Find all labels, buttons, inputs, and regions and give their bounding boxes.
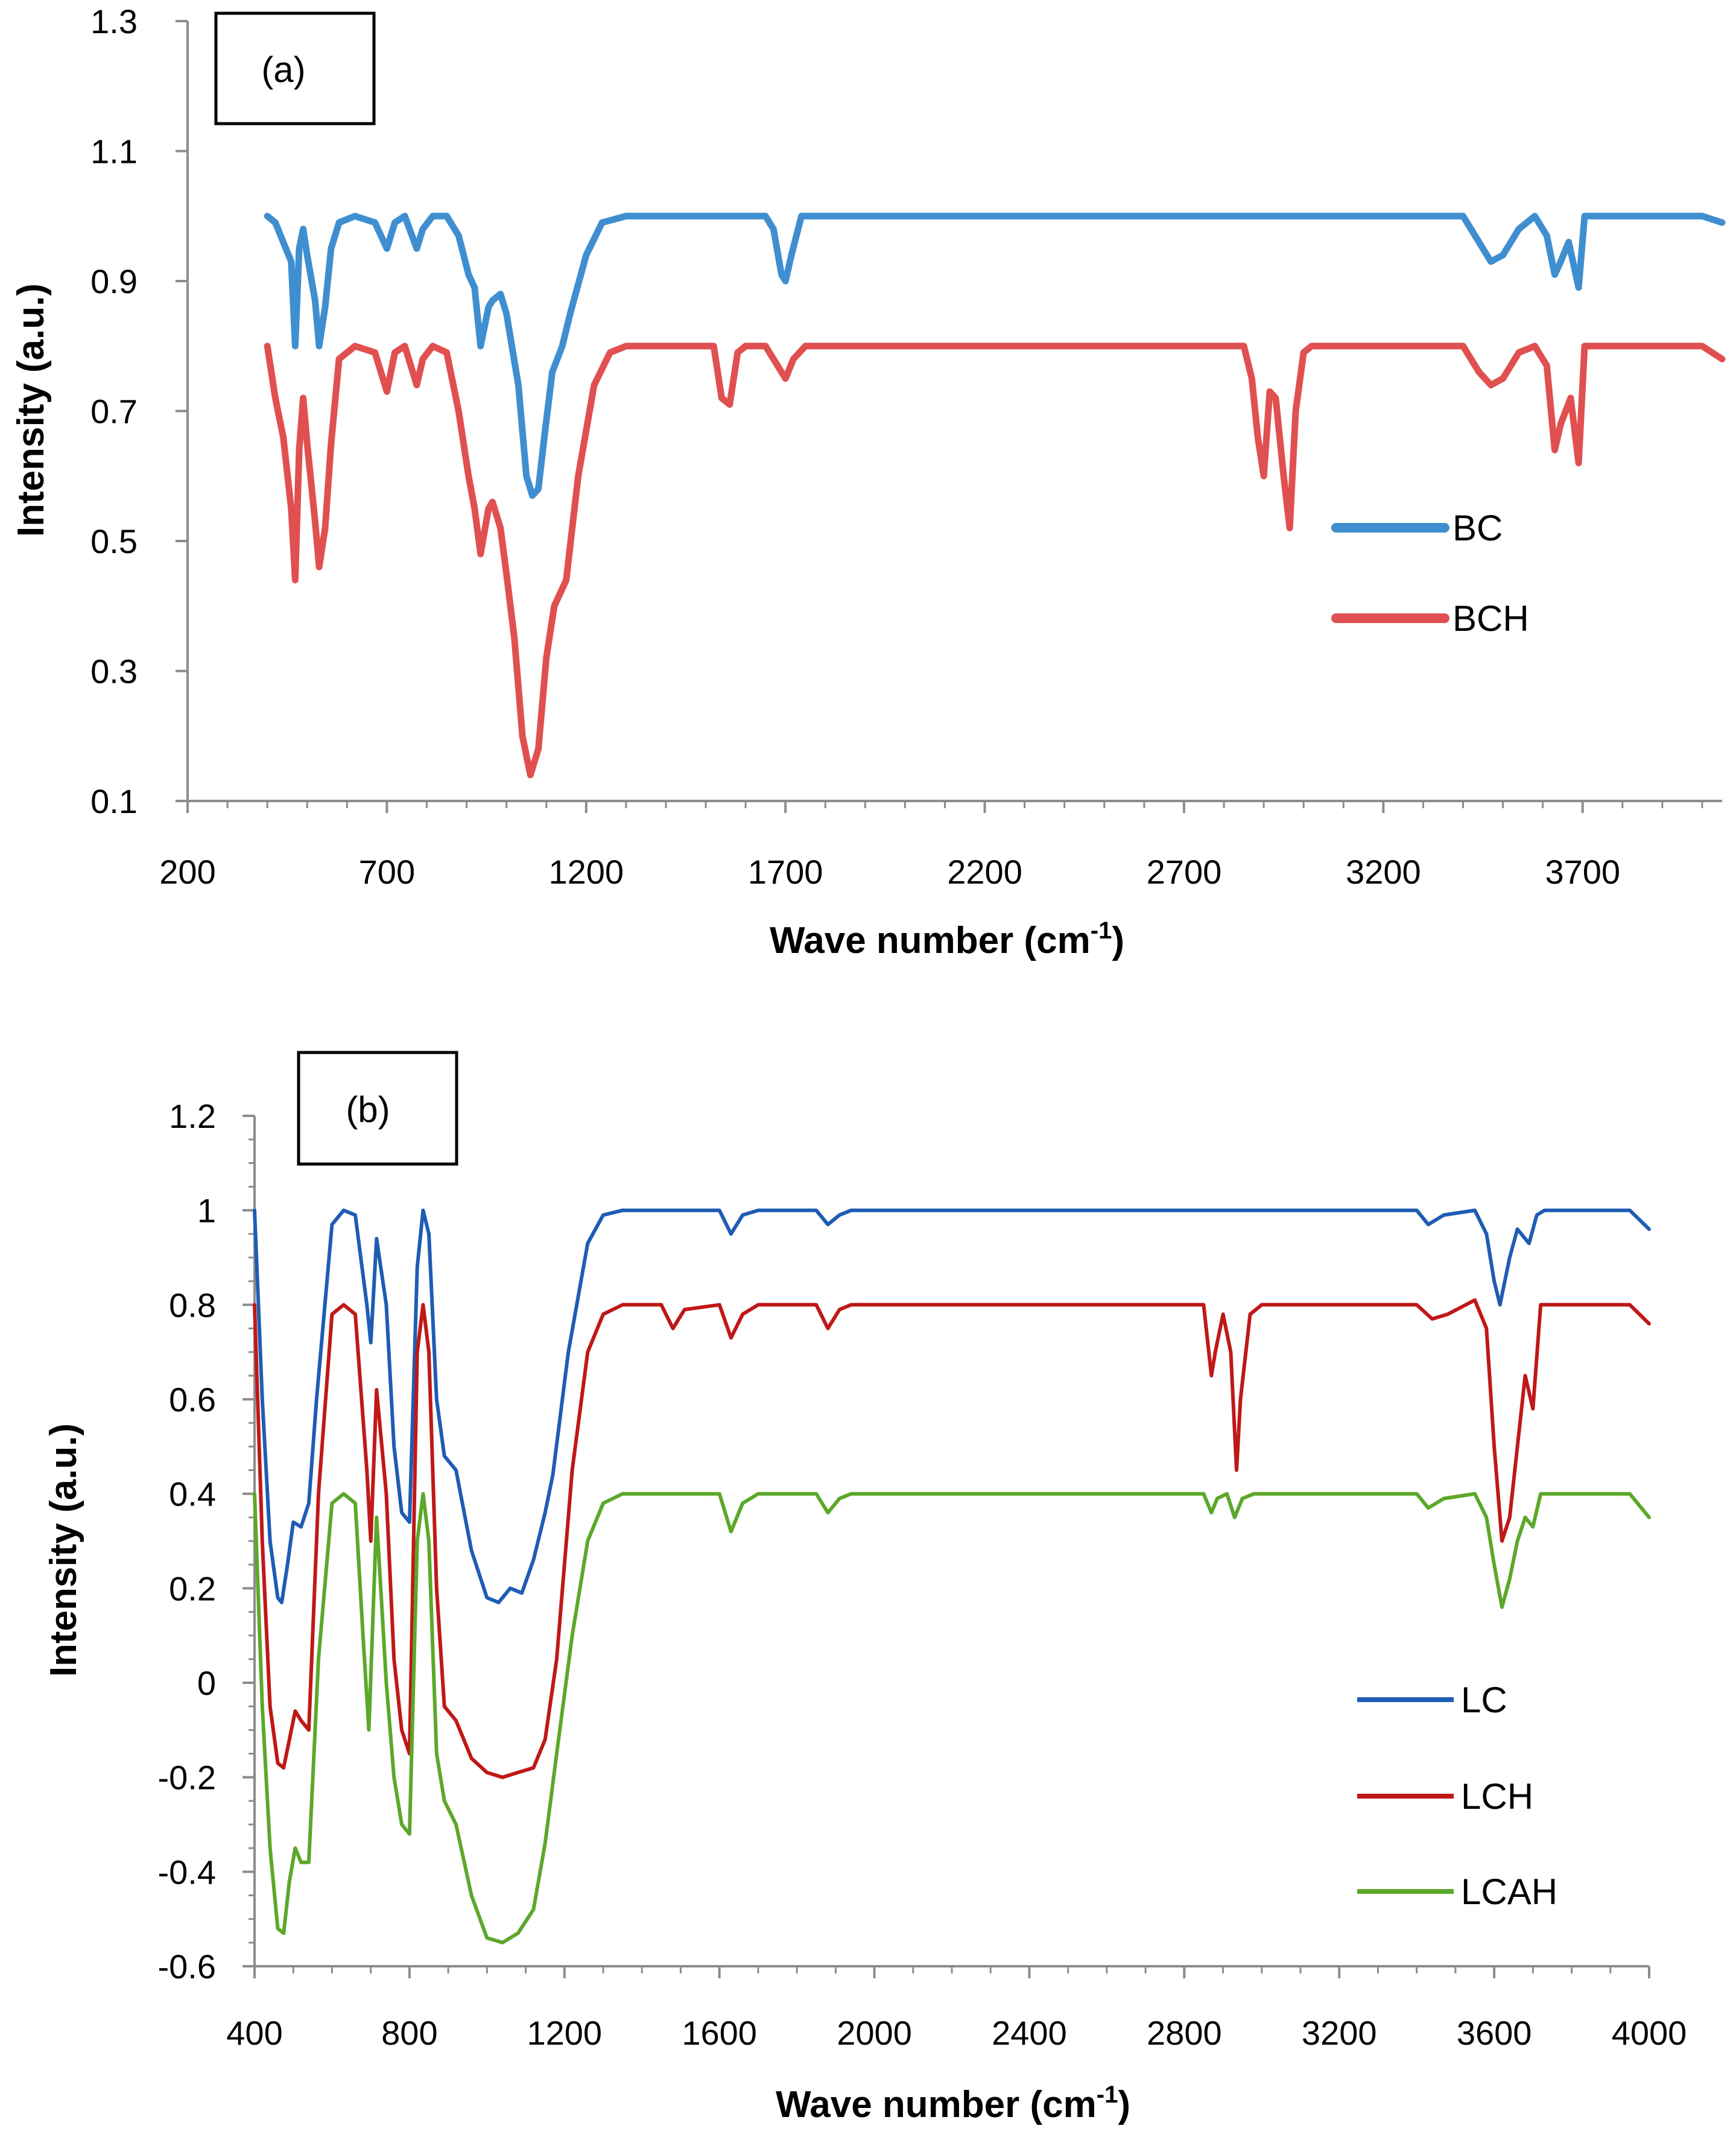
x-tick-label: 3200: [1346, 853, 1421, 891]
panel-label-box-b: [297, 1051, 458, 1166]
series-line-bch: [264, 343, 1726, 779]
y-tick-label: 0.1: [90, 782, 138, 820]
y-tick-labels-b: -0.6 -0.4 -0.2 0 0.2 0.4 0.6 0.8 1 1.2: [158, 1097, 217, 1986]
y-tick-label: -0.2: [158, 1759, 217, 1797]
ticks-a: [176, 20, 1703, 813]
y-tick-label: -0.4: [158, 1853, 217, 1891]
y-tick-label: 1: [197, 1192, 216, 1230]
legend-label-bch: BCH: [1452, 598, 1529, 639]
x-tick-label: 800: [381, 2014, 437, 2052]
series-line-bc: [264, 212, 1726, 499]
plot-area-a: [176, 20, 1726, 813]
series-line-lc: [253, 1208, 1651, 1604]
x-axis-title-b-sup: -1: [1097, 2081, 1118, 2108]
chart-panel-b: (b) -0.6 -0.4 -0.2 0 0.2 0.4 0.6 0.8 1 1.2 400 800…: [43, 1051, 1687, 2125]
ticks-b: [242, 1115, 1650, 1978]
y-tick-label: 1.2: [169, 1097, 216, 1135]
x-tick-label: 3600: [1457, 2014, 1532, 2052]
x-axis-title-a-main: Wave number (cm: [770, 920, 1091, 961]
x-tick-label: 1200: [527, 2014, 602, 2052]
x-tick-label: 4000: [1612, 2014, 1687, 2052]
x-axis-title-b-end: ): [1118, 2084, 1130, 2125]
x-axis-title-a-end: ): [1112, 920, 1124, 961]
legend-label-lch: LCH: [1461, 1776, 1533, 1817]
x-axis-title-b: Wave number (cm-1): [776, 2081, 1130, 2125]
y-tick-label: 0: [197, 1664, 216, 1702]
y-tick-label: 0.7: [90, 393, 138, 431]
chart-panel-a: (a) 0.1 0.3 0.5 0.7 0.9 1.1 1.3 200 700 1200 1700…: [10, 2, 1726, 961]
series-line-lcah: [253, 1492, 1651, 1945]
y-tick-label: 0.3: [90, 653, 138, 691]
x-tick-label: 1700: [748, 853, 823, 891]
x-tick-label: 3700: [1545, 853, 1620, 891]
y-tick-labels-a: 0.1 0.3 0.5 0.7 0.9 1.1 1.3: [90, 2, 138, 820]
x-tick-label: 2200: [947, 853, 1022, 891]
panel-label-b: (b): [346, 1089, 390, 1130]
x-axis-title-a-sup: -1: [1091, 917, 1112, 944]
x-tick-label: 200: [159, 853, 215, 891]
x-tick-label: 1200: [548, 853, 624, 891]
y-tick-label: 0.4: [169, 1475, 216, 1513]
y-axis-title-b: Intensity (a.u.): [43, 1423, 84, 1677]
x-tick-labels-a: 200 700 1200 1700 2200 2700 3200 3700: [159, 853, 1620, 891]
y-tick-label: 0.2: [169, 1569, 216, 1607]
series-group-b: [253, 1208, 1651, 1945]
legend-label-bc: BC: [1452, 508, 1503, 548]
legend-label-lcah: LCAH: [1461, 1872, 1557, 1912]
panel-label-box-a: [214, 11, 376, 125]
legend-label-lc: LC: [1461, 1680, 1507, 1720]
x-tick-label: 2000: [837, 2014, 912, 2052]
x-tick-label: 1600: [682, 2014, 757, 2052]
x-tick-labels-b: 400 800 1200 1600 2000 2400 2800 3200 3600 4000: [226, 2014, 1687, 2052]
x-tick-label: 2400: [992, 2014, 1067, 2052]
y-tick-label: 0.8: [169, 1286, 216, 1324]
x-tick-label: 400: [226, 2014, 282, 2052]
y-tick-label: -0.6: [158, 1948, 217, 1986]
x-tick-label: 3200: [1302, 2014, 1377, 2052]
x-axis-title-b-main: Wave number (cm: [776, 2084, 1097, 2125]
x-tick-label: 700: [359, 853, 415, 891]
x-tick-label: 2700: [1147, 853, 1222, 891]
series-line-lch: [253, 1298, 1651, 1779]
series-group-a: [264, 212, 1726, 779]
y-tick-label: 1.3: [90, 2, 138, 40]
y-axis-title-a: Intensity (a.u.): [10, 283, 52, 537]
plot-area-b: [242, 1115, 1651, 1978]
y-tick-label: 0.6: [169, 1381, 216, 1419]
x-axis-title-a: Wave number (cm-1): [770, 917, 1124, 961]
legend-b: LC LCH LCAH: [1357, 1680, 1557, 1912]
x-tick-label: 2800: [1147, 2014, 1222, 2052]
y-tick-label: 0.5: [90, 522, 138, 560]
y-tick-label: 0.9: [90, 262, 138, 300]
y-tick-label: 1.1: [90, 133, 138, 171]
panel-label-a: (a): [261, 49, 305, 90]
legend-a: BC BCH: [1331, 508, 1529, 639]
